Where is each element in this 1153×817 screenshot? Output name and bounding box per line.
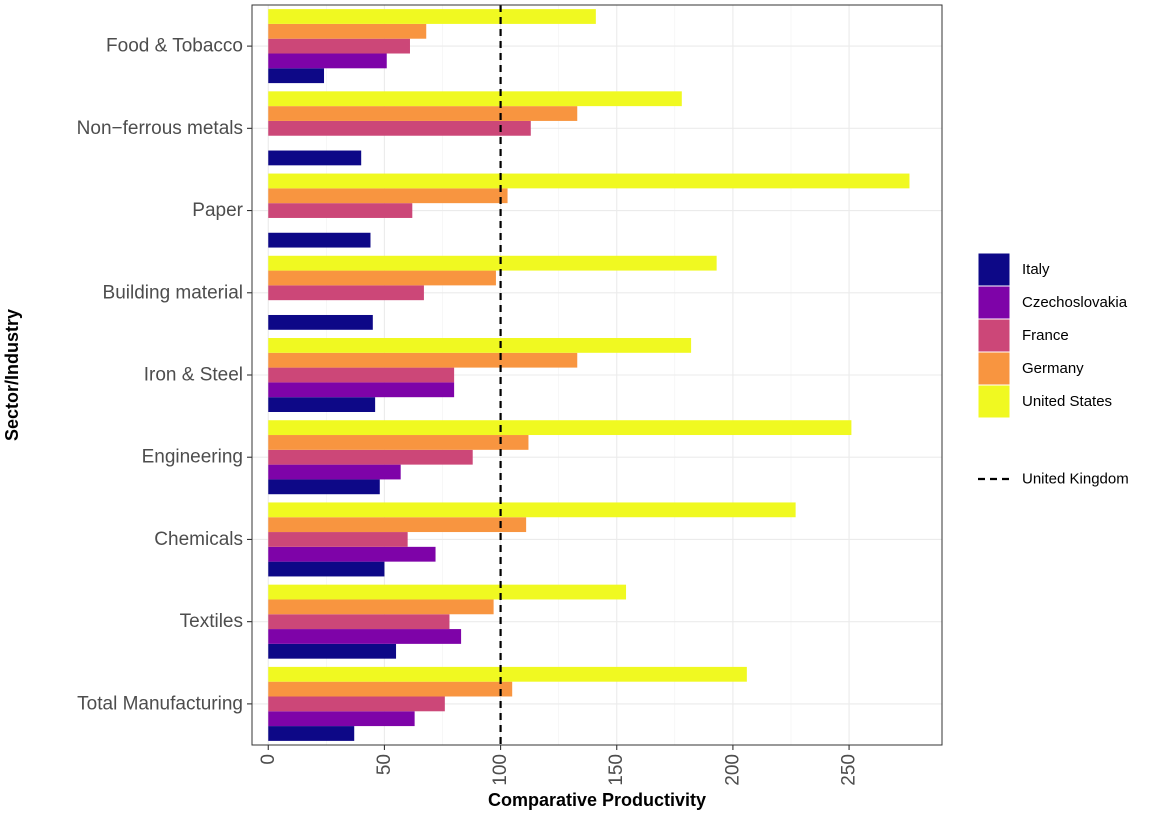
bar-food-tobacco-italy: [268, 68, 325, 84]
y-tick-label-total-manufacturing: Total Manufacturing: [77, 693, 243, 714]
bar-paper-france: [268, 203, 413, 218]
y-tick-label-non-ferrous-metals: Non−ferrous metals: [77, 118, 243, 139]
legend-label-germany: Germany: [1022, 360, 1084, 377]
bar-engineering-france: [268, 449, 473, 465]
bar-total-manufacturing-united-states: [268, 666, 747, 682]
bar-non-ferrous-metals-france: [268, 120, 531, 136]
bar-building-material-france: [268, 285, 424, 301]
bar-non-ferrous-metals-italy: [268, 150, 362, 166]
x-tick-label-50: 50: [374, 754, 395, 775]
bar-engineering-germany: [268, 435, 529, 450]
bar-total-manufacturing-italy: [268, 726, 355, 741]
bar-textiles-germany: [268, 599, 494, 615]
legend-label-united-states: United States: [1022, 393, 1112, 410]
bar-textiles-italy: [268, 643, 397, 659]
x-tick-label-150: 150: [606, 754, 627, 786]
y-tick-label-building-material: Building material: [103, 282, 243, 303]
bar-building-material-germany: [268, 270, 496, 286]
legend-label-czechoslovakia: Czechoslovakia: [1022, 294, 1128, 311]
bar-iron-steel-czechoslovakia: [268, 382, 455, 398]
bar-engineering-italy: [268, 479, 380, 495]
x-tick-label-100: 100: [490, 754, 511, 786]
x-tick-label-250: 250: [839, 754, 860, 786]
legend-key-germany: [977, 351, 1011, 386]
bar-iron-steel-united-states: [268, 338, 692, 353]
y-tick-label-textiles: Textiles: [180, 611, 243, 632]
bar-chemicals-germany: [268, 517, 527, 533]
bar-total-manufacturing-czechoslovakia: [268, 711, 415, 727]
bar-engineering-united-states: [268, 420, 852, 436]
bar-building-material-united-states: [268, 255, 717, 271]
bar-chemicals-united-states: [268, 502, 796, 518]
bar-textiles-czechoslovakia: [268, 629, 462, 644]
bar-chemicals-czechoslovakia: [268, 546, 436, 562]
bar-paper-united-states: [268, 173, 910, 189]
y-tick-label-paper: Paper: [192, 200, 243, 221]
bar-non-ferrous-metals-germany: [268, 106, 578, 121]
bar-building-material-italy: [268, 314, 373, 330]
bar-total-manufacturing-germany: [268, 681, 513, 697]
bar-food-tobacco-france: [268, 38, 410, 54]
bar-total-manufacturing-france: [268, 696, 445, 712]
x-tick-label-0: 0: [258, 754, 279, 765]
bar-food-tobacco-germany: [268, 23, 427, 39]
bar-iron-steel-france: [268, 367, 455, 383]
bar-iron-steel-italy: [268, 397, 376, 412]
y-tick-label-engineering: Engineering: [142, 447, 243, 468]
bar-engineering-czechoslovakia: [268, 464, 401, 480]
y-tick-label-chemicals: Chemicals: [154, 529, 243, 550]
y-axis-title: Sector/Industry: [2, 309, 22, 441]
x-axis-title: Comparative Productivity: [488, 790, 706, 810]
legend-key-czechoslovakia: [977, 285, 1011, 320]
bar-food-tobacco-united-states: [268, 9, 596, 24]
bar-food-tobacco-czechoslovakia: [268, 53, 387, 69]
legend-key-france: [977, 318, 1011, 353]
x-tick-label-200: 200: [722, 754, 743, 786]
legend: Italy Czechoslovakia France Germany United S…: [977, 252, 1129, 488]
y-tick-label-food-tobacco: Food & Tobacco: [106, 36, 243, 57]
legend-label-italy: Italy: [1022, 261, 1050, 278]
bar-chemicals-italy: [268, 561, 385, 577]
legend-label-france: France: [1022, 327, 1069, 344]
bar-chemicals-france: [268, 532, 408, 547]
bar-textiles-united-states: [268, 584, 627, 600]
legend-key-united-states: [977, 384, 1011, 419]
bar-iron-steel-germany: [268, 352, 578, 368]
bar-textiles-france: [268, 614, 450, 630]
legend-label-united-kingdom: United Kingdom: [1022, 471, 1129, 488]
bar-non-ferrous-metals-united-states: [268, 91, 682, 107]
legend-key-italy: [977, 252, 1011, 287]
bars: [268, 9, 910, 741]
y-tick-label-iron-steel: Iron & Steel: [144, 365, 243, 386]
bar-paper-italy: [268, 232, 371, 248]
bar-paper-germany: [268, 188, 508, 204]
axes: 0 50 100 150 200 250 Total Manufacturing Textil…: [77, 36, 860, 786]
